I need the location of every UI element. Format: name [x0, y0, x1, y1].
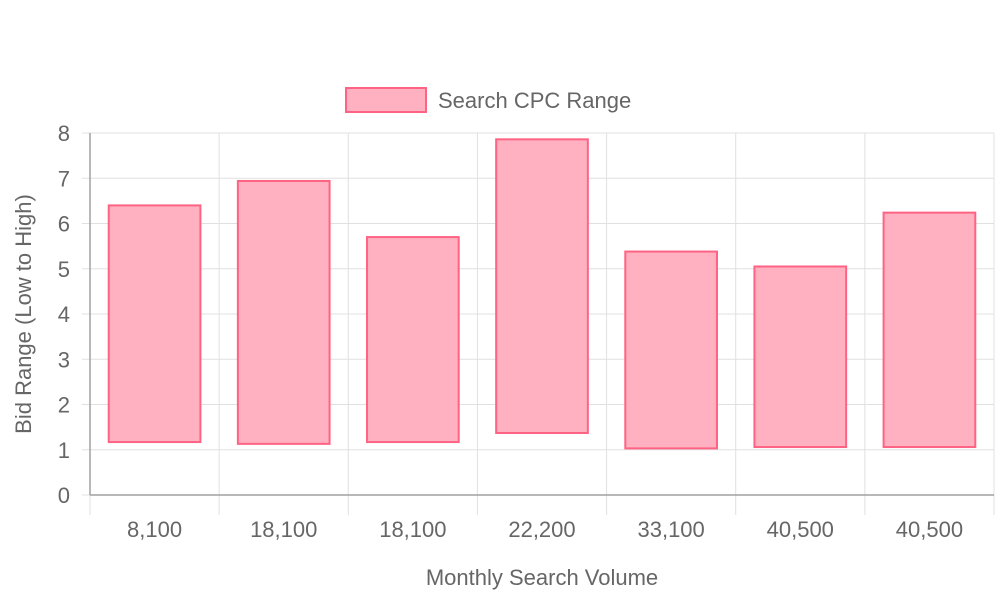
y-tick-label: 5: [58, 257, 70, 282]
axes: 0 1 2 3 4 5 6 7 8 8,100 18,100 18,100 22,200 33,100 40…: [58, 121, 994, 542]
legend-label[interactable]: Search CPC Range: [438, 88, 631, 113]
y-tick-label: 4: [58, 302, 70, 327]
y-tick-label: 0: [58, 483, 70, 508]
y-tick-label: 1: [58, 438, 70, 463]
bar: [882, 211, 977, 449]
legend-swatch[interactable]: [345, 87, 427, 113]
x-axis-title: Monthly Search Volume: [426, 565, 658, 590]
x-tick-label: 22,200: [508, 517, 575, 542]
bar: [624, 250, 718, 450]
legend[interactable]: Search CPC Range: [345, 87, 631, 113]
y-tick-label: 3: [58, 347, 70, 372]
bar: [236, 179, 331, 445]
bar: [495, 138, 589, 435]
y-tick-label: 2: [58, 393, 70, 418]
x-tick-label: 40,500: [896, 517, 963, 542]
y-tick-label: 8: [58, 121, 70, 146]
bars: [107, 138, 977, 450]
x-tick-label: 18,100: [250, 517, 317, 542]
x-tick-label: 40,500: [767, 517, 834, 542]
x-tick-label: 33,100: [637, 517, 704, 542]
y-tick-label: 7: [58, 166, 70, 191]
bar: [366, 236, 460, 444]
y-tick-label: 6: [58, 212, 70, 237]
x-tick-label: 8,100: [127, 517, 182, 542]
y-axis-title: Bid Range (Low to High): [11, 194, 36, 434]
x-tick-label: 18,100: [379, 517, 446, 542]
bar: [107, 204, 202, 444]
bar: [753, 265, 848, 449]
